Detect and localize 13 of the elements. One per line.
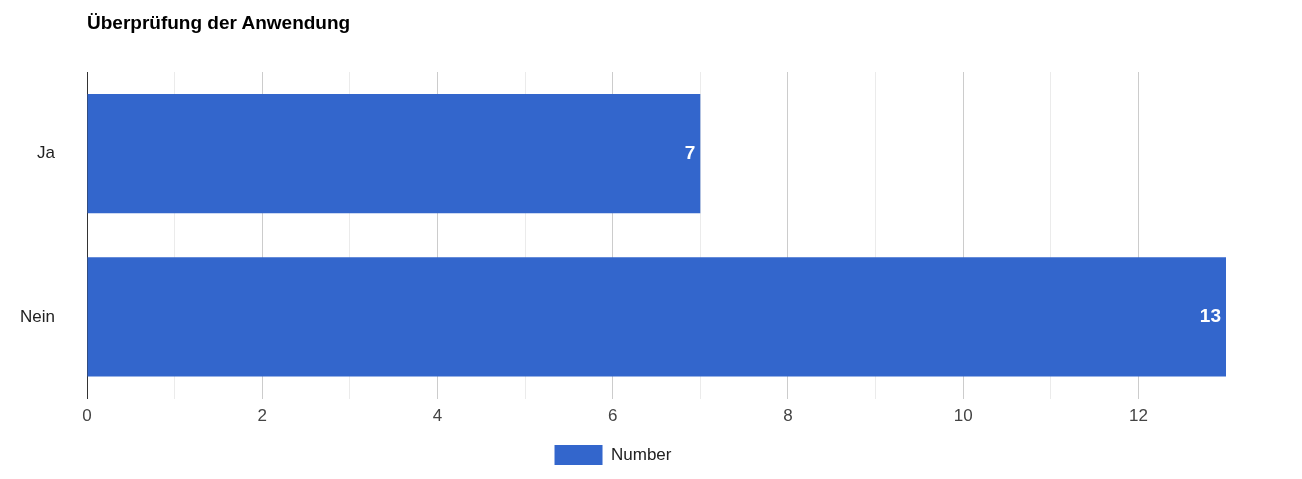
- x-tick-label: 2: [257, 406, 267, 426]
- x-tick-label: 12: [1128, 406, 1148, 426]
- x-tick-label: 4: [432, 406, 443, 426]
- legend-label: Number: [611, 444, 672, 464]
- chart-title: Überprüfung der Anwendung: [87, 12, 351, 34]
- y-tick-label: Nein: [20, 306, 55, 326]
- x-tick-label: 10: [953, 406, 973, 426]
- x-tick-label: 8: [783, 406, 793, 426]
- x-tick-label: 0: [82, 406, 92, 426]
- data-label: 13: [1199, 305, 1221, 327]
- x-tick-label: 6: [607, 406, 618, 426]
- y-tick-label: Ja: [37, 143, 56, 163]
- data-label: 7: [684, 141, 696, 163]
